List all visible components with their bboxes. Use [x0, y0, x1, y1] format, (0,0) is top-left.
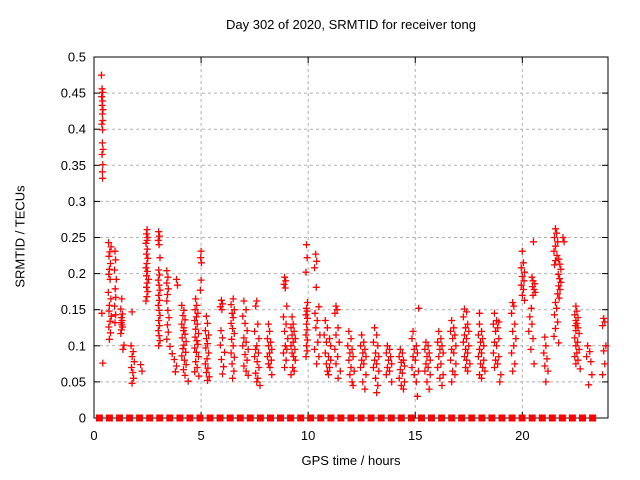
- zero-marker: [287, 414, 295, 422]
- zero-marker: [498, 414, 506, 422]
- zero-marker: [226, 414, 234, 422]
- zero-marker: [508, 414, 516, 422]
- zero-marker: [377, 414, 385, 422]
- zero-marker: [156, 414, 164, 422]
- zero-marker: [166, 414, 174, 422]
- zero-marker: [538, 414, 546, 422]
- zero-marker: [277, 414, 284, 422]
- zero-marker: [105, 414, 113, 422]
- zero-marker: [589, 414, 597, 422]
- zero-marker: [397, 414, 405, 422]
- series-zero-baseline: [95, 414, 597, 422]
- y-tick-label: 0.35: [61, 158, 86, 173]
- x-tick-label: 15: [408, 428, 422, 443]
- zero-marker: [95, 414, 103, 422]
- zero-marker: [548, 414, 556, 422]
- y-tick-label: 0.45: [61, 86, 86, 101]
- zero-marker: [558, 414, 566, 422]
- y-tick-label: 0.3: [68, 194, 86, 209]
- zero-marker: [126, 414, 134, 422]
- data-point-markers: [98, 71, 610, 400]
- y-tick-label: 0: [79, 411, 86, 426]
- zero-marker: [337, 414, 345, 422]
- zero-marker: [297, 414, 305, 422]
- zero-marker: [468, 414, 476, 422]
- zero-marker: [256, 414, 264, 422]
- x-tick-label: 5: [197, 428, 204, 443]
- zero-marker: [216, 414, 224, 422]
- zero-marker: [196, 414, 204, 422]
- zero-marker: [438, 414, 446, 422]
- y-tick-label: 0.5: [68, 50, 86, 65]
- zero-marker: [327, 414, 335, 422]
- zero-marker: [307, 414, 315, 422]
- zero-marker: [367, 414, 375, 422]
- zero-marker: [418, 414, 425, 422]
- zero-marker: [146, 414, 154, 422]
- y-tick-label: 0.1: [68, 338, 86, 353]
- y-tick-label: 0.2: [68, 266, 86, 281]
- x-tick-label: 10: [301, 428, 315, 443]
- zero-marker: [236, 414, 244, 422]
- chart-title: Day 302 of 2020, SRMTID for receiver ton…: [225, 17, 476, 32]
- tick-labels: 0 0.05 0.1 0.15 0.2 0.25 0.3 0.35 0.4 0.45 0.5 0 5 10…: [61, 50, 530, 444]
- zero-marker: [518, 414, 526, 422]
- zero-marker: [317, 414, 325, 422]
- zero-marker: [528, 414, 536, 422]
- series-srmtid: [98, 71, 610, 400]
- zero-marker: [478, 414, 486, 422]
- zero-marker: [206, 414, 214, 422]
- zero-marker: [186, 414, 194, 422]
- y-tick-label: 0.25: [61, 230, 86, 245]
- zero-marker: [458, 414, 466, 422]
- zero-marker: [387, 414, 395, 422]
- zero-marker: [448, 414, 456, 422]
- zero-marker: [579, 414, 586, 422]
- y-axis-label: SRMTID / TECUs: [12, 185, 28, 288]
- x-tick-label: 20: [515, 428, 529, 443]
- zero-marker: [568, 414, 576, 422]
- y-tick-label: 0.4: [68, 122, 86, 137]
- zero-marker: [428, 414, 435, 422]
- zero-marker: [136, 414, 144, 422]
- zero-marker: [407, 414, 415, 422]
- x-axis-label: GPS time / hours: [301, 453, 401, 468]
- y-tick-label: 0.05: [61, 374, 86, 389]
- zero-marker: [116, 414, 123, 422]
- zero-marker: [347, 414, 355, 422]
- zero-marker: [176, 414, 184, 422]
- y-tick-label: 0.15: [61, 302, 86, 317]
- zero-marker: [488, 414, 496, 422]
- zero-marker: [246, 414, 254, 422]
- zero-marker: [357, 414, 365, 422]
- zero-marker: [267, 414, 274, 422]
- x-tick-label: 0: [90, 428, 97, 443]
